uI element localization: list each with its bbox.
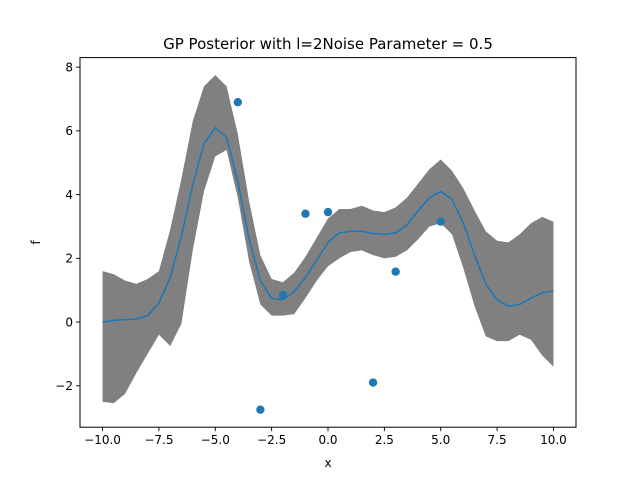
y-axis-ticks: −2 0 2 4 6 8	[55, 60, 80, 393]
data-point	[233, 98, 243, 107]
data-point	[278, 290, 288, 300]
posterior-mean-line	[102, 126, 554, 323]
x-tick-label: 0.0	[318, 433, 337, 447]
observations-layer	[233, 98, 445, 414]
x-tick-label: −10.0	[84, 433, 121, 447]
y-axis-label: f	[29, 240, 43, 245]
y-tick-label: 0	[65, 315, 73, 329]
x-tick-label: 2.5	[375, 433, 394, 447]
x-tick-label: 10.0	[540, 433, 567, 447]
x-tick-label: −7.5	[144, 433, 173, 447]
data-point	[391, 267, 400, 276]
x-tick-label: 7.5	[488, 433, 507, 447]
confidence-band-layer	[102, 75, 554, 404]
x-tick-label: 5.0	[431, 433, 450, 447]
x-tick-label: −2.5	[257, 433, 286, 447]
y-tick-label: 8	[65, 60, 73, 74]
x-axis-ticks: −10.0 −7.5 −5.0 −2.5 0.0 2.5 5.0 7.5 10.0	[84, 427, 567, 447]
data-point	[323, 207, 333, 217]
data-point	[368, 378, 378, 387]
x-axis-label: x	[324, 456, 331, 470]
posterior-mean-layer	[102, 126, 554, 323]
data-point	[256, 405, 265, 414]
y-tick-label: 4	[65, 188, 73, 202]
x-tick-label: −5.0	[201, 433, 230, 447]
y-tick-label: 6	[65, 124, 73, 138]
chart-title: GP Posterior with l=2Noise Parameter = 0…	[163, 35, 493, 53]
y-tick-label: 2	[65, 252, 73, 266]
data-point	[436, 217, 445, 226]
y-tick-label: −2	[55, 379, 73, 393]
data-point	[301, 209, 310, 218]
confidence-band	[102, 75, 554, 404]
